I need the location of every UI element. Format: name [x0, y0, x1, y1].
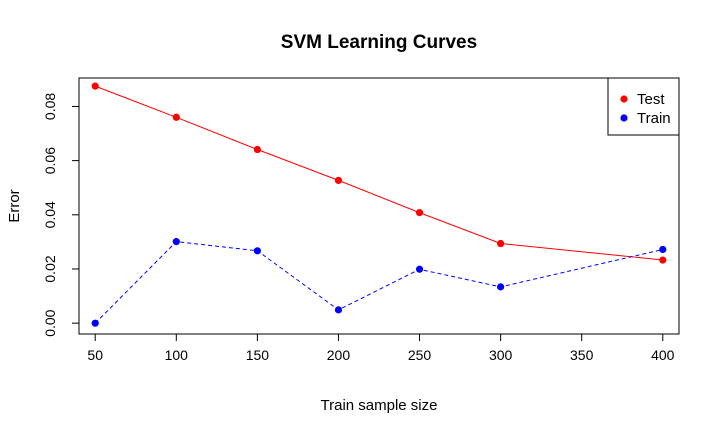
y-axis-label: Error — [6, 189, 23, 222]
x-axis: 50 100 150 200 250 300 350 400 — [87, 333, 675, 363]
legend: Test Train — [607, 77, 680, 136]
train-line — [94, 241, 663, 324]
y-tick-label: 0.06 — [42, 147, 58, 174]
test-point — [172, 113, 180, 121]
train-point — [497, 283, 505, 291]
legend-test-marker — [620, 95, 628, 103]
test-line — [95, 85, 663, 261]
train-point — [415, 265, 424, 273]
x-tick-label: 350 — [570, 347, 594, 363]
series-layer — [91, 82, 667, 327]
series-train — [91, 238, 667, 327]
x-axis-label: Train sample size — [321, 397, 438, 414]
train-point — [659, 245, 667, 254]
test-point — [659, 256, 667, 264]
train-point — [334, 306, 343, 314]
train-point — [172, 238, 180, 246]
series-test — [91, 82, 667, 264]
x-tick-label: 50 — [87, 347, 103, 363]
x-tick-label: 200 — [327, 347, 351, 363]
test-point — [253, 145, 261, 154]
legend-train-label: Train — [637, 110, 671, 127]
y-axis: 0.00 0.02 0.04 0.06 0.08 — [42, 93, 80, 337]
train-point — [91, 319, 99, 327]
plot-frame — [78, 77, 680, 335]
x-tick-label: 150 — [246, 347, 270, 363]
legend-box — [607, 77, 680, 136]
y-tick-label: 0.00 — [42, 309, 58, 336]
legend-test-label: Test — [637, 91, 665, 108]
y-tick-label: 0.08 — [42, 93, 58, 120]
x-tick-label: 400 — [651, 347, 675, 363]
legend-train-marker — [620, 114, 628, 122]
x-tick-label: 250 — [408, 347, 432, 363]
test-point — [91, 82, 99, 90]
y-tick-label: 0.04 — [42, 201, 58, 228]
x-tick-label: 300 — [489, 347, 513, 363]
y-tick-label: 0.02 — [42, 255, 58, 282]
test-point — [415, 209, 424, 217]
x-tick-label: 100 — [165, 347, 189, 363]
test-point — [334, 176, 343, 184]
chart-title: SVM Learning Curves — [281, 32, 477, 53]
test-point — [497, 239, 505, 248]
train-point — [253, 247, 261, 255]
